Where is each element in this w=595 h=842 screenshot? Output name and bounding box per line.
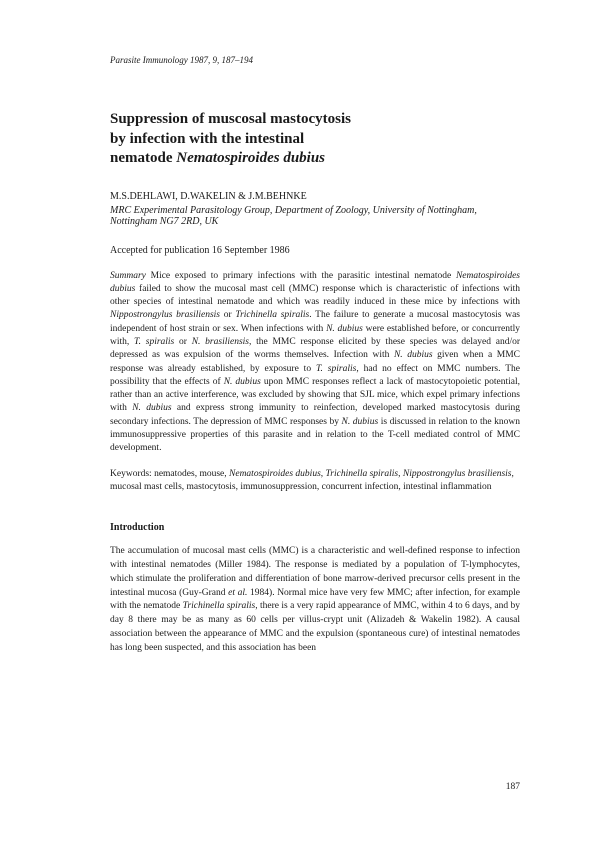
- page-number: 187: [506, 782, 520, 792]
- title-line-3-prefix: nematode: [110, 150, 176, 166]
- keywords-sp1: Nematospiroides dubius: [229, 469, 321, 479]
- summary-block: Summary Mice exposed to primary infectio…: [110, 270, 520, 456]
- summary-heading: Summary: [110, 271, 146, 281]
- keywords-sp2: Trichinella spiralis: [326, 469, 399, 479]
- title-species: Nematospiroides dubius: [176, 150, 325, 166]
- summary-t1: Mice exposed to primary infections with …: [146, 271, 456, 281]
- summary-sp10: N. dubius: [132, 403, 171, 413]
- summary-sp5: T. spiralis: [134, 337, 174, 347]
- summary-sp2: Nippostrongylus brasiliensis: [110, 310, 220, 320]
- intro-heading: Introduction: [110, 522, 520, 533]
- summary-sp6: N. brasiliensis: [192, 337, 249, 347]
- summary-sp7: N. dubius: [394, 350, 433, 360]
- summary-sp11: N. dubius: [342, 417, 379, 427]
- intro-sp1: Trichinella spiralis: [183, 601, 256, 611]
- keywords-label: Keywords:: [110, 469, 154, 479]
- summary-sp4: N. dubius: [326, 324, 363, 334]
- authors: M.S.DEHLAWI, D.WAKELIN & J.M.BEHNKE: [110, 191, 520, 202]
- article-title: Suppression of muscosal mastocytosis by …: [110, 110, 520, 169]
- summary-t6: or: [174, 337, 191, 347]
- summary-t3: or: [220, 310, 235, 320]
- intro-paragraph: The accumulation of mucosal mast cells (…: [110, 545, 520, 655]
- title-line-1: Suppression of muscosal mastocytosis: [110, 111, 351, 127]
- title-line-2: by infection with the intestinal: [110, 131, 304, 147]
- keywords-t1: nematodes, mouse,: [154, 469, 229, 479]
- summary-t2: failed to show the mucosal mast cell (MM…: [110, 284, 520, 307]
- summary-sp8: T. spiralis: [316, 364, 356, 374]
- intro-etal: et al.: [228, 588, 247, 598]
- summary-sp9: N. dubius: [224, 377, 261, 387]
- summary-sp3: Trichinella spiralis: [235, 310, 309, 320]
- keywords-sp3: Nippostrongylus brasiliensis: [403, 469, 512, 479]
- keywords-block: Keywords: nematodes, mouse, Nematospiroi…: [110, 468, 520, 495]
- affiliation: MRC Experimental Parasitology Group, Dep…: [110, 205, 520, 227]
- journal-header: Parasite Immunology 1987, 9, 187–194: [110, 55, 520, 65]
- accepted-date: Accepted for publication 16 September 19…: [110, 245, 520, 256]
